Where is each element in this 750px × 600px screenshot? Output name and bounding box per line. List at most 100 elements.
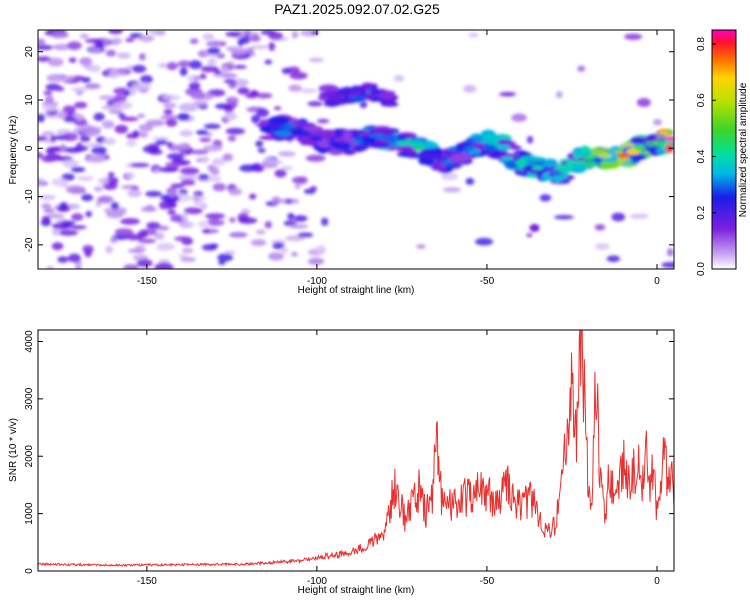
ridge-core <box>650 141 663 146</box>
colorbar-tick-label: 0.4 <box>696 149 707 163</box>
noise-blob <box>198 174 210 180</box>
noise-blobs <box>38 30 674 269</box>
noise-blob <box>38 135 48 141</box>
noise-blob <box>88 153 106 163</box>
noise-blob <box>79 33 89 39</box>
noise-blob <box>393 74 405 82</box>
noise-blob <box>127 189 142 198</box>
noise-blob <box>40 155 57 163</box>
noise-blob <box>41 131 55 137</box>
noise-blob <box>240 35 251 45</box>
ridge-blob <box>431 162 442 168</box>
noise-blob <box>291 176 307 184</box>
y-tick-label: 0 <box>24 568 35 574</box>
y-tick-label: -10 <box>24 189 35 204</box>
noise-blob <box>207 57 217 64</box>
noise-blob <box>272 242 285 250</box>
ridge-blob <box>373 127 396 136</box>
noise-blob <box>65 185 86 194</box>
noise-blob <box>229 217 236 223</box>
noise-blob <box>139 132 149 139</box>
ridge-core <box>548 170 561 175</box>
noise-blob <box>101 120 115 129</box>
noise-blob <box>127 248 144 254</box>
noise-blob <box>41 104 59 112</box>
noise-blob <box>511 113 527 122</box>
noise-blob <box>268 31 284 40</box>
noise-blob <box>611 212 626 222</box>
branch-blob <box>378 93 395 100</box>
noise-blob <box>93 186 104 192</box>
noise-blob <box>165 161 182 168</box>
noise-blob <box>73 146 89 152</box>
noise-blob <box>102 137 116 145</box>
x-tick-label: -100 <box>307 576 327 587</box>
noise-blob <box>267 252 285 261</box>
ridge-blob <box>317 129 337 139</box>
colorbar-tick-label: 0.6 <box>696 93 707 107</box>
ridge-blob <box>447 156 466 163</box>
noise-blob <box>146 222 161 230</box>
noise-blob <box>95 41 105 48</box>
noise-blob <box>199 137 212 143</box>
noise-blob <box>230 47 248 56</box>
noise-blob <box>166 62 179 71</box>
noise-blob <box>192 100 209 106</box>
noise-blob <box>212 183 227 192</box>
noise-blob <box>126 133 139 140</box>
isolated-blob <box>529 223 540 232</box>
ridge-blob <box>630 136 647 145</box>
ridge-blob <box>289 127 303 135</box>
spectrogram-y-ticks: -20 -10 0 10 20 <box>24 46 674 252</box>
noise-blob <box>228 80 237 89</box>
noise-blob <box>163 102 177 109</box>
noise-blob <box>255 140 264 148</box>
ridge-core <box>531 165 544 170</box>
isolated-blob <box>526 233 533 238</box>
noise-blob <box>442 187 461 193</box>
noise-blob <box>38 56 52 62</box>
noise-blob <box>178 103 199 112</box>
noise-blob <box>180 167 200 175</box>
noise-blob <box>289 71 308 80</box>
ridge-blob <box>483 144 499 152</box>
ridge-blob <box>381 135 398 142</box>
noise-blob <box>110 202 120 211</box>
noise-blob <box>309 186 318 191</box>
noise-blob <box>316 119 330 124</box>
noise-blob <box>47 57 64 67</box>
noise-blob <box>159 202 168 210</box>
ridge-blob <box>396 146 417 153</box>
noise-blob <box>126 139 137 147</box>
noise-blob <box>125 233 144 241</box>
noise-blob <box>165 118 178 127</box>
ridge-core <box>582 155 595 161</box>
noise-blob <box>79 135 91 142</box>
noise-blob <box>202 144 223 152</box>
noise-blob <box>475 237 494 246</box>
noise-blob <box>51 222 72 230</box>
noise-blob <box>180 178 196 186</box>
ridge-core <box>412 146 425 151</box>
snr-frame <box>37 329 675 572</box>
noise-blob <box>138 35 155 42</box>
noise-blob <box>200 65 219 73</box>
noise-blob <box>119 116 139 122</box>
snr-series-line <box>38 330 674 568</box>
ridge-blob <box>543 158 558 168</box>
noise-blob <box>130 162 150 168</box>
snr-x-ticks: -150 -100 -50 0 <box>137 330 660 587</box>
noise-blob <box>667 248 674 257</box>
noise-blob <box>166 153 185 160</box>
ridge-core <box>395 141 408 146</box>
noise-blob <box>67 41 82 51</box>
noise-blob <box>264 160 283 165</box>
noise-blob <box>120 218 140 225</box>
noise-blob <box>203 123 221 130</box>
ridge-blob <box>343 131 353 138</box>
noise-blob <box>87 64 102 73</box>
noise-blob <box>57 110 68 120</box>
noise-blob <box>222 153 234 162</box>
noise-blob <box>554 215 574 220</box>
noise-blob <box>177 113 190 121</box>
